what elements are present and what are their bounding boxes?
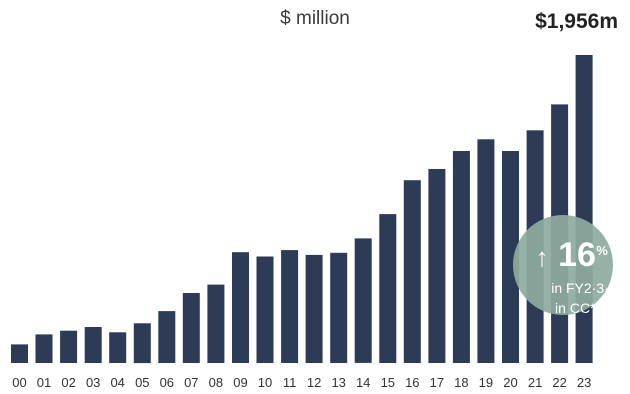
x-tick-label: 17 — [430, 375, 444, 390]
growth-callout: ↑ 16 % in FY2·3· in CC** — [513, 215, 613, 316]
bar-14 — [354, 238, 372, 363]
x-tick-labels: 00 01 02 03 04 05 06 07 08 09 10 11 12 13 14 15 16 17 18 19… — [12, 375, 591, 390]
x-tick-label: 12 — [307, 375, 321, 390]
bar-07 — [182, 293, 200, 363]
bar-20 — [502, 151, 519, 363]
bar-03 — [84, 327, 102, 363]
bar-16 — [403, 180, 421, 363]
x-tick-label: 08 — [209, 375, 223, 390]
bar-23 — [575, 55, 593, 363]
bar-08 — [207, 284, 225, 363]
x-tick-label: 00 — [12, 375, 26, 390]
x-tick-label: 03 — [86, 375, 100, 390]
x-tick-label: 14 — [356, 375, 370, 390]
x-tick-label: 02 — [61, 375, 75, 390]
bar-18 — [452, 151, 470, 363]
bar-17 — [428, 169, 446, 363]
x-tick-label: 13 — [331, 375, 345, 390]
bar-11 — [281, 250, 299, 363]
total-annotation: $1,956m — [535, 10, 618, 33]
x-tick-label: 09 — [233, 375, 247, 390]
callout-circle — [513, 215, 613, 315]
callout-line1: in FY2·3· — [551, 280, 609, 296]
bar-02 — [60, 330, 78, 363]
unit-label: $ million — [280, 8, 350, 29]
x-tick-label: 10 — [258, 375, 272, 390]
callout-line2: in CC** — [555, 300, 601, 316]
x-tick-label: 04 — [110, 375, 124, 390]
bar-00 — [11, 344, 28, 363]
bar-09 — [232, 252, 249, 363]
callout-value: 16 — [558, 236, 596, 274]
bar-04 — [109, 332, 127, 363]
x-tick-label: 05 — [135, 375, 149, 390]
x-tick-label: 21 — [528, 375, 542, 390]
bar-15 — [379, 214, 397, 363]
bar-01 — [35, 334, 53, 363]
x-tick-label: 16 — [405, 375, 419, 390]
x-tick-label: 20 — [503, 375, 517, 390]
bar-10 — [256, 256, 274, 363]
x-tick-label: 23 — [577, 375, 591, 390]
x-tick-label: 11 — [283, 375, 297, 390]
x-tick-label: 22 — [552, 375, 566, 390]
bar-19 — [477, 139, 495, 363]
bars-group — [11, 55, 593, 364]
x-tick-label: 19 — [479, 375, 493, 390]
callout-arrow: ↑ — [536, 242, 549, 272]
x-tick-label: 07 — [184, 375, 198, 390]
bar-06 — [158, 311, 176, 363]
x-tick-label: 06 — [160, 375, 174, 390]
x-tick-label: 01 — [37, 375, 51, 390]
bar-13 — [330, 252, 348, 363]
x-tick-label: 15 — [381, 375, 395, 390]
bar-12 — [305, 254, 323, 363]
bar-05 — [133, 323, 151, 364]
x-tick-label: 18 — [454, 375, 468, 390]
callout-unit: % — [596, 243, 608, 258]
